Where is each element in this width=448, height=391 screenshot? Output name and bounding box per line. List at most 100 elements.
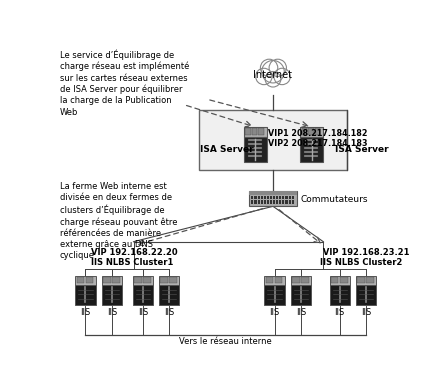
FancyBboxPatch shape <box>244 137 267 162</box>
FancyBboxPatch shape <box>270 201 272 204</box>
Text: IIS: IIS <box>269 308 280 317</box>
FancyBboxPatch shape <box>279 201 281 204</box>
Text: La ferme Web interne est
divisée en deux fermes de
clusters d’Équilibrage de
cha: La ferme Web interne est divisée en deux… <box>60 182 177 260</box>
FancyBboxPatch shape <box>356 285 376 305</box>
FancyBboxPatch shape <box>264 201 266 204</box>
Text: IIS: IIS <box>107 308 117 317</box>
FancyBboxPatch shape <box>273 201 275 204</box>
FancyBboxPatch shape <box>248 139 262 141</box>
FancyBboxPatch shape <box>291 276 311 285</box>
FancyBboxPatch shape <box>275 277 282 283</box>
FancyBboxPatch shape <box>276 196 278 199</box>
FancyBboxPatch shape <box>134 277 142 283</box>
FancyBboxPatch shape <box>304 147 318 149</box>
FancyBboxPatch shape <box>270 196 272 199</box>
FancyBboxPatch shape <box>169 277 177 283</box>
FancyBboxPatch shape <box>291 285 311 305</box>
Text: ISA Server: ISA Server <box>200 145 253 154</box>
FancyBboxPatch shape <box>258 129 263 135</box>
FancyBboxPatch shape <box>292 201 294 204</box>
FancyBboxPatch shape <box>266 277 273 283</box>
FancyBboxPatch shape <box>261 201 263 204</box>
FancyBboxPatch shape <box>75 285 95 305</box>
FancyBboxPatch shape <box>159 285 179 305</box>
FancyBboxPatch shape <box>248 147 262 149</box>
FancyBboxPatch shape <box>251 201 254 204</box>
Circle shape <box>256 68 272 84</box>
FancyBboxPatch shape <box>285 201 288 204</box>
FancyBboxPatch shape <box>356 276 376 285</box>
Text: IIS: IIS <box>80 308 90 317</box>
FancyBboxPatch shape <box>103 277 111 283</box>
Circle shape <box>265 72 281 87</box>
FancyBboxPatch shape <box>86 277 93 283</box>
Text: IIS: IIS <box>296 308 306 317</box>
FancyBboxPatch shape <box>292 277 300 283</box>
FancyBboxPatch shape <box>159 276 179 285</box>
FancyBboxPatch shape <box>248 143 262 145</box>
FancyBboxPatch shape <box>304 139 318 141</box>
Circle shape <box>262 61 284 83</box>
FancyBboxPatch shape <box>102 285 122 305</box>
Text: IIS: IIS <box>164 308 174 317</box>
FancyBboxPatch shape <box>331 277 338 283</box>
Circle shape <box>274 68 290 84</box>
FancyBboxPatch shape <box>133 276 153 285</box>
FancyBboxPatch shape <box>300 137 323 162</box>
FancyBboxPatch shape <box>302 129 307 135</box>
FancyBboxPatch shape <box>258 201 260 204</box>
Circle shape <box>269 59 286 77</box>
Text: Internet: Internet <box>254 70 293 81</box>
FancyBboxPatch shape <box>254 201 257 204</box>
FancyBboxPatch shape <box>160 277 168 283</box>
FancyBboxPatch shape <box>279 196 281 199</box>
Text: IIS: IIS <box>138 308 148 317</box>
FancyBboxPatch shape <box>340 277 348 283</box>
FancyBboxPatch shape <box>112 277 120 283</box>
FancyBboxPatch shape <box>199 110 347 170</box>
FancyBboxPatch shape <box>330 276 350 285</box>
FancyBboxPatch shape <box>258 196 260 199</box>
Text: VIP 192.168.23.21
IIS NLBS Cluster2: VIP 192.168.23.21 IIS NLBS Cluster2 <box>319 248 409 267</box>
Text: VIP1 208.217.184.182
VIP2 208.217.184.183: VIP1 208.217.184.182 VIP2 208.217.184.18… <box>267 129 367 148</box>
FancyBboxPatch shape <box>252 129 257 135</box>
FancyBboxPatch shape <box>249 191 297 206</box>
FancyBboxPatch shape <box>304 151 318 153</box>
FancyBboxPatch shape <box>246 129 250 135</box>
FancyBboxPatch shape <box>282 196 284 199</box>
FancyBboxPatch shape <box>289 196 291 199</box>
FancyBboxPatch shape <box>264 276 284 285</box>
FancyBboxPatch shape <box>102 276 122 285</box>
FancyBboxPatch shape <box>300 127 323 137</box>
FancyBboxPatch shape <box>273 196 275 199</box>
FancyBboxPatch shape <box>301 277 309 283</box>
FancyBboxPatch shape <box>248 151 262 153</box>
FancyBboxPatch shape <box>282 201 284 204</box>
FancyBboxPatch shape <box>315 129 320 135</box>
Text: IIS: IIS <box>361 308 371 317</box>
FancyBboxPatch shape <box>289 201 291 204</box>
Text: VIP 192.168.22.20
IIS NLBS Cluster1: VIP 192.168.22.20 IIS NLBS Cluster1 <box>91 248 177 267</box>
FancyBboxPatch shape <box>249 191 297 195</box>
Text: ISA Server: ISA Server <box>335 145 389 154</box>
FancyBboxPatch shape <box>254 196 257 199</box>
Text: Vers le réseau interne: Vers le réseau interne <box>179 337 272 346</box>
FancyBboxPatch shape <box>248 155 262 157</box>
Text: IIS: IIS <box>335 308 345 317</box>
FancyBboxPatch shape <box>267 201 269 204</box>
FancyBboxPatch shape <box>251 196 254 199</box>
FancyBboxPatch shape <box>292 196 294 199</box>
FancyBboxPatch shape <box>285 196 288 199</box>
FancyBboxPatch shape <box>75 276 95 285</box>
FancyBboxPatch shape <box>304 155 318 157</box>
FancyBboxPatch shape <box>357 277 365 283</box>
Text: Commutateurs: Commutateurs <box>301 195 368 204</box>
FancyBboxPatch shape <box>261 196 263 199</box>
Circle shape <box>260 59 278 77</box>
FancyBboxPatch shape <box>244 127 267 137</box>
FancyBboxPatch shape <box>133 285 153 305</box>
FancyBboxPatch shape <box>143 277 151 283</box>
FancyBboxPatch shape <box>309 129 314 135</box>
FancyBboxPatch shape <box>304 143 318 145</box>
FancyBboxPatch shape <box>276 201 278 204</box>
